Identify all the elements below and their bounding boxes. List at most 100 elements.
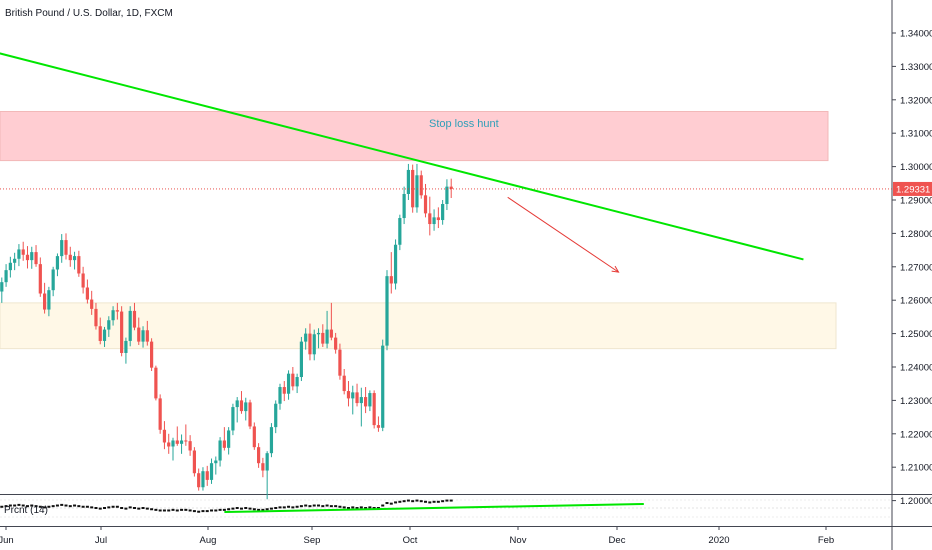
stop-loss-zone[interactable] <box>0 110 829 162</box>
candle[interactable] <box>167 433 171 454</box>
candle[interactable] <box>38 257 42 297</box>
candle[interactable] <box>98 317 102 345</box>
candle[interactable] <box>137 317 141 345</box>
candle[interactable] <box>381 339 385 432</box>
candle[interactable] <box>162 421 167 450</box>
candle[interactable] <box>154 365 158 401</box>
candle[interactable] <box>244 397 248 421</box>
candle[interactable] <box>299 336 303 382</box>
candle[interactable] <box>111 306 115 326</box>
candle[interactable] <box>64 233 68 260</box>
candle[interactable] <box>398 214 402 251</box>
candle[interactable] <box>218 437 222 467</box>
candle[interactable] <box>128 306 132 347</box>
candle[interactable] <box>72 251 77 270</box>
candle[interactable] <box>51 266 55 297</box>
candle[interactable] <box>77 250 81 277</box>
candle[interactable] <box>295 373 299 394</box>
candle[interactable] <box>402 186 406 225</box>
candle[interactable] <box>107 316 111 337</box>
candle[interactable] <box>321 324 325 347</box>
candle[interactable] <box>342 369 346 395</box>
candle[interactable] <box>0 277 4 303</box>
candle[interactable] <box>192 447 196 477</box>
candle[interactable] <box>81 266 85 294</box>
candle[interactable] <box>150 338 154 372</box>
candle[interactable] <box>188 435 192 456</box>
candle[interactable] <box>43 282 47 314</box>
candle[interactable] <box>291 367 295 391</box>
candle[interactable] <box>13 252 17 271</box>
candle[interactable] <box>364 387 368 414</box>
candle[interactable] <box>393 239 398 290</box>
downtrend-line[interactable] <box>0 52 804 261</box>
candle[interactable] <box>17 244 21 267</box>
candle[interactable] <box>239 391 244 414</box>
candle[interactable] <box>329 302 333 341</box>
indicator-trendline[interactable] <box>224 502 644 514</box>
candle[interactable] <box>222 427 226 451</box>
candle[interactable] <box>141 326 145 348</box>
candle[interactable] <box>158 394 162 434</box>
candle[interactable] <box>102 326 107 347</box>
projection-arrow[interactable] <box>507 196 619 273</box>
candle[interactable] <box>346 381 351 407</box>
candle[interactable] <box>445 179 449 211</box>
candle[interactable] <box>257 443 261 468</box>
candle[interactable] <box>209 458 214 484</box>
candle[interactable] <box>145 320 149 346</box>
candle[interactable] <box>4 264 8 287</box>
candle[interactable] <box>376 416 381 432</box>
candle[interactable] <box>34 245 38 267</box>
candle[interactable] <box>21 241 25 261</box>
candle[interactable] <box>94 302 98 330</box>
candle[interactable] <box>278 383 282 410</box>
candle[interactable] <box>325 310 329 349</box>
candle[interactable] <box>355 383 359 407</box>
candle[interactable] <box>47 286 51 317</box>
candle[interactable] <box>334 332 338 354</box>
candle[interactable] <box>312 329 316 361</box>
candle[interactable] <box>201 467 205 491</box>
candle[interactable] <box>214 456 218 475</box>
candle[interactable] <box>231 403 235 436</box>
candle[interactable] <box>235 397 239 423</box>
candle[interactable] <box>372 390 376 429</box>
candle[interactable] <box>90 290 94 315</box>
candle[interactable] <box>227 427 231 455</box>
candle[interactable] <box>252 422 256 450</box>
candle[interactable] <box>115 302 119 320</box>
candle[interactable] <box>436 207 440 229</box>
candle[interactable] <box>25 246 30 269</box>
candle[interactable] <box>248 399 252 430</box>
candle[interactable] <box>419 170 423 199</box>
candle[interactable] <box>55 253 60 277</box>
candle[interactable] <box>197 468 201 491</box>
candle[interactable] <box>359 387 363 427</box>
candle[interactable] <box>261 457 265 478</box>
candle[interactable] <box>449 178 453 198</box>
candle[interactable] <box>286 370 291 400</box>
candle[interactable] <box>415 163 419 213</box>
candle[interactable] <box>308 323 312 361</box>
candle[interactable] <box>406 163 410 200</box>
candle[interactable] <box>132 302 137 331</box>
candle[interactable] <box>385 270 389 351</box>
candle[interactable] <box>432 209 436 231</box>
candle[interactable] <box>171 437 175 461</box>
candle[interactable] <box>265 451 269 500</box>
candle[interactable] <box>205 465 209 486</box>
candle[interactable] <box>389 252 393 294</box>
candle[interactable] <box>68 246 72 267</box>
candle[interactable] <box>338 343 342 380</box>
candle[interactable] <box>411 164 415 213</box>
candle[interactable] <box>304 328 308 350</box>
candle[interactable] <box>316 328 321 349</box>
candle[interactable] <box>60 234 64 263</box>
candle[interactable] <box>8 256 12 278</box>
candle[interactable] <box>175 426 179 446</box>
candle[interactable] <box>423 183 428 218</box>
candle[interactable] <box>85 279 89 304</box>
candle[interactable] <box>351 385 355 415</box>
